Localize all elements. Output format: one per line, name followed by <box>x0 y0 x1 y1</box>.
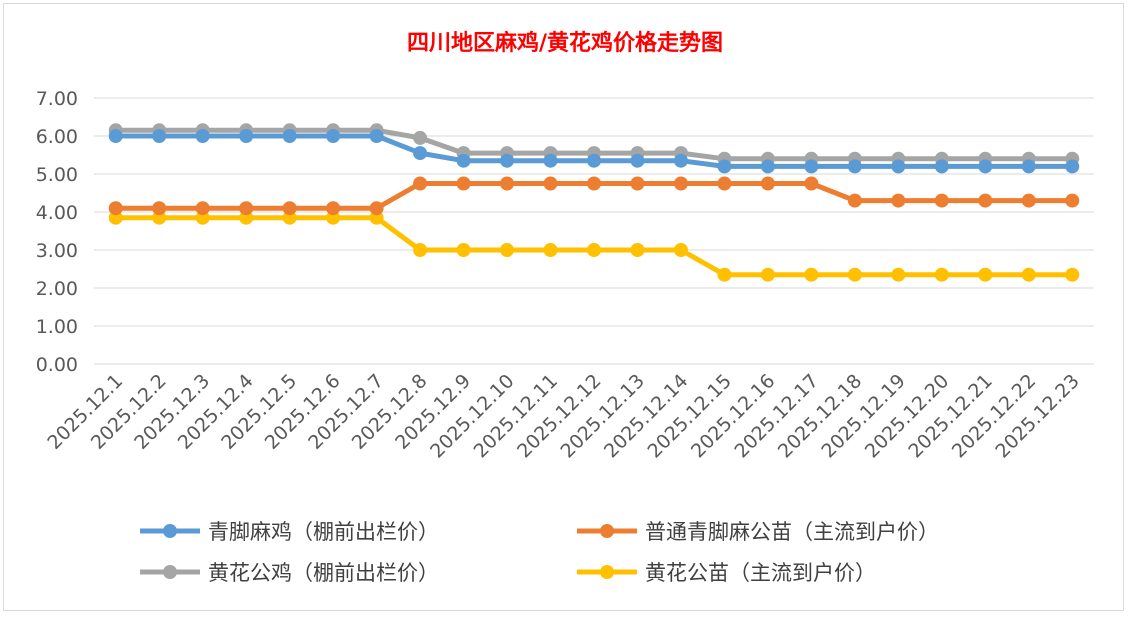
data-point <box>543 176 558 191</box>
data-point <box>891 159 906 174</box>
data-point <box>717 267 732 282</box>
data-point <box>282 129 297 143</box>
data-point <box>413 146 428 161</box>
data-point <box>413 176 428 191</box>
data-point <box>673 176 688 191</box>
data-point <box>195 201 210 216</box>
data-point <box>804 176 819 191</box>
legend-label: 黄花公苗（主流到户价） <box>645 561 876 585</box>
data-point <box>1065 267 1080 282</box>
series-3 <box>108 210 1080 282</box>
legend-item: 青脚麻鸡（棚前出栏价） <box>140 520 439 544</box>
data-point <box>673 153 688 168</box>
data-point <box>934 267 949 282</box>
data-point <box>108 129 123 143</box>
y-tick-label: 6.00 <box>36 126 78 148</box>
data-point <box>978 193 993 208</box>
data-point <box>804 159 819 174</box>
data-point <box>1065 193 1080 208</box>
y-tick-label: 2.00 <box>36 278 78 300</box>
chart-frame <box>3 3 1124 611</box>
data-point <box>543 243 558 257</box>
legend-item: 黄花公鸡（棚前出栏价） <box>140 561 439 585</box>
data-point <box>630 243 645 257</box>
grid-lines <box>94 97 1094 365</box>
data-point <box>760 159 775 174</box>
data-point <box>673 243 688 257</box>
data-point <box>326 129 341 143</box>
series-lines <box>108 123 1080 282</box>
data-point <box>1065 159 1080 174</box>
data-point <box>978 267 993 282</box>
data-point <box>891 267 906 282</box>
legend-label: 普通青脚麻公苗（主流到户价） <box>645 520 939 544</box>
y-tick-label: 0.00 <box>36 354 78 376</box>
data-point <box>152 201 167 216</box>
data-point <box>543 153 558 168</box>
chart-title: 四川地区麻鸡/黄花鸡价格走势图 <box>407 30 723 56</box>
data-point <box>760 176 775 191</box>
legend-swatch-marker <box>600 565 614 579</box>
y-tick-label: 4.00 <box>36 202 78 224</box>
x-axis-ticks: 2025.12.12025.12.22025.12.32025.12.42025… <box>43 370 1083 462</box>
data-point <box>978 159 993 174</box>
series-0 <box>108 129 1080 174</box>
legend-swatch-marker <box>163 565 177 579</box>
y-axis-ticks: 0.00 1.00 2.00 3.00 4.00 5.00 6.00 7.00 <box>36 88 78 376</box>
data-point <box>500 153 515 168</box>
y-tick-label: 1.00 <box>36 316 78 338</box>
data-point <box>456 243 471 257</box>
data-point <box>456 153 471 168</box>
legend-item: 黄花公苗（主流到户价） <box>577 561 876 585</box>
data-point <box>760 267 775 282</box>
legend-label: 黄花公鸡（棚前出栏价） <box>208 561 439 585</box>
data-point <box>587 176 601 191</box>
data-point <box>108 201 123 216</box>
y-tick-label: 7.00 <box>36 88 78 110</box>
data-point <box>630 153 645 168</box>
data-point <box>587 243 601 257</box>
legend-label: 青脚麻鸡（棚前出栏价） <box>208 520 439 544</box>
data-point <box>717 176 732 191</box>
data-point <box>934 193 949 208</box>
legend-swatch-marker <box>600 524 614 538</box>
data-point <box>413 130 428 145</box>
data-point <box>456 176 471 191</box>
data-point <box>630 176 645 191</box>
legend-swatch-marker <box>163 524 177 538</box>
data-point <box>152 129 167 143</box>
data-point <box>804 267 819 282</box>
y-tick-label: 5.00 <box>36 164 78 186</box>
data-point <box>500 243 515 257</box>
data-point <box>847 267 862 282</box>
data-point <box>891 193 906 208</box>
data-point <box>500 176 515 191</box>
data-point <box>934 159 949 174</box>
data-point <box>1021 193 1036 208</box>
series-1 <box>108 176 1080 216</box>
legend-item: 普通青脚麻公苗（主流到户价） <box>577 520 939 544</box>
data-point <box>1021 267 1036 282</box>
data-point <box>369 129 384 143</box>
data-point <box>195 129 210 143</box>
data-point <box>717 159 732 174</box>
data-point <box>847 159 862 174</box>
data-point <box>282 201 297 216</box>
data-point <box>326 201 341 216</box>
data-point <box>1021 159 1036 174</box>
legend: 青脚麻鸡（棚前出栏价） 普通青脚麻公苗（主流到户价） 黄花公鸡（棚前出栏价） 黄花公苗… <box>140 520 939 585</box>
data-point <box>847 193 862 208</box>
data-point <box>239 201 254 216</box>
data-point <box>413 243 428 257</box>
data-point <box>369 201 384 216</box>
data-point <box>239 129 254 143</box>
data-point <box>587 153 601 168</box>
y-tick-label: 3.00 <box>36 240 78 262</box>
